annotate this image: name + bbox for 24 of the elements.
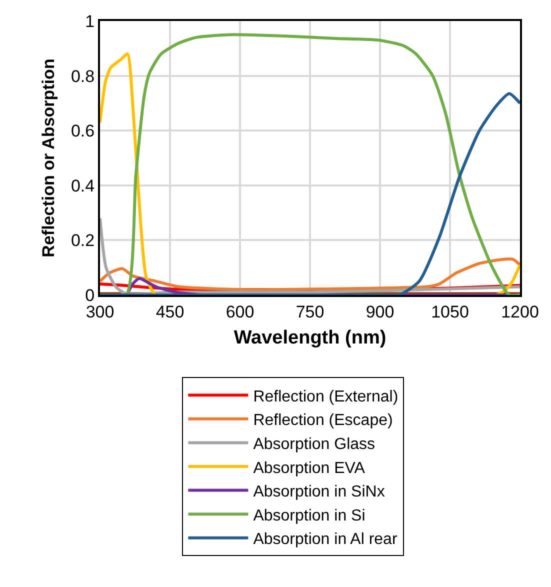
x-tick-label: 300 — [86, 302, 114, 322]
y-tick-label: 0.6 — [70, 122, 95, 141]
y-tick-label: 1 — [85, 12, 95, 31]
legend-label: Absorption in Si — [253, 507, 366, 524]
line-series — [100, 92, 520, 295]
y-axis-title: Reflection or Absorption — [39, 58, 58, 258]
line-series — [100, 258, 520, 292]
x-tick-label: 450 — [156, 302, 184, 322]
x-tick-label: 900 — [366, 302, 394, 322]
legend-label: Reflection (External) — [253, 388, 398, 406]
y-tick-label: 0.4 — [70, 176, 95, 196]
x-tick-label: 1200 — [501, 302, 539, 322]
legend-label: Absorption Glass — [253, 436, 376, 453]
x-tick-label: 750 — [296, 302, 324, 322]
legend-label: Reflection (Escape) — [253, 412, 393, 430]
legend-label: Absorption in SiNx — [253, 484, 385, 501]
y-tick-label: 0.2 — [70, 231, 95, 250]
x-tick-label: 600 — [226, 302, 254, 322]
y-tick-label: 0.8 — [70, 66, 95, 86]
y-tick-label: 0 — [85, 286, 95, 305]
x-axis-title: Wavelength (nm) — [234, 328, 386, 349]
legend-label: Absorption in Al rear — [253, 531, 398, 548]
legend-label: Absorption EVA — [253, 460, 366, 477]
x-tick-label: 1050 — [431, 302, 469, 322]
